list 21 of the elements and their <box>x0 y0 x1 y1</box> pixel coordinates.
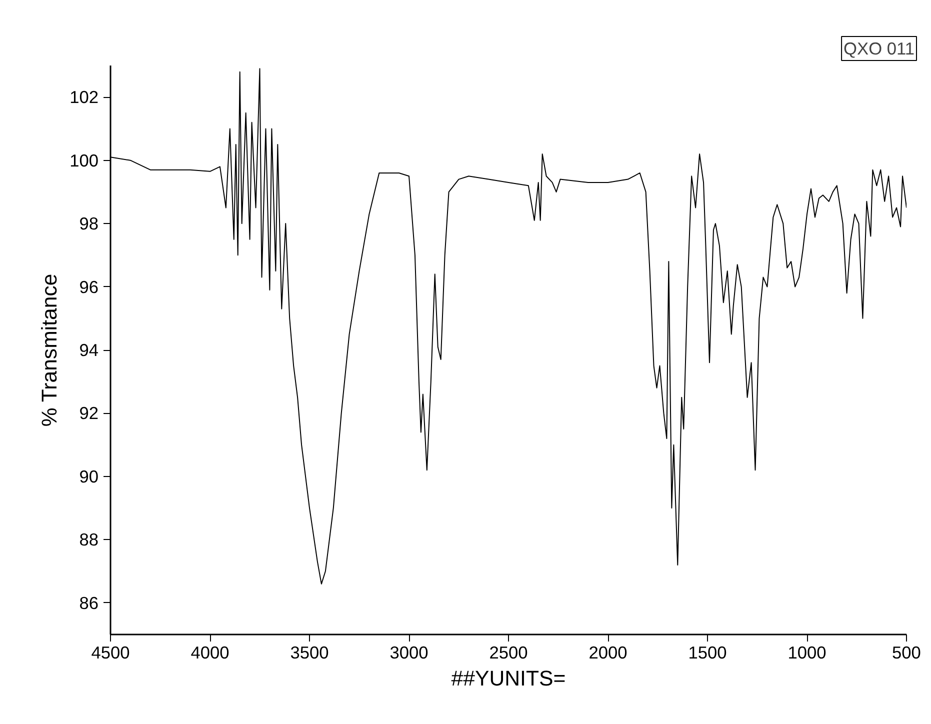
y-tick-label: 96 <box>79 276 99 297</box>
y-tick-label: 94 <box>79 340 99 360</box>
y-tick-label: 102 <box>70 87 99 108</box>
y-axis-title: % Transmitance <box>38 274 62 427</box>
x-tick-label: 1500 <box>688 642 727 662</box>
x-tick-label: 1000 <box>788 642 826 662</box>
x-tick-label: 4500 <box>91 642 130 662</box>
text: QXO 011 <box>844 38 915 58</box>
y-tick-label: 92 <box>79 403 99 424</box>
y-tick-label: 86 <box>79 592 99 613</box>
x-tick-label: 3000 <box>390 642 428 662</box>
y-tick-label: 90 <box>79 466 99 486</box>
x-tick-label: 2000 <box>588 642 628 662</box>
x-tick-label: 500 <box>892 642 921 662</box>
y-tick-label: 88 <box>79 530 99 550</box>
y-tick-label: 100 <box>70 150 99 170</box>
y-tick-label: 98 <box>79 214 99 234</box>
x-tick-label: 2500 <box>489 642 528 662</box>
x-tick-label: 4000 <box>190 642 230 662</box>
x-axis-title: ##YUNITS= <box>451 666 566 690</box>
x-tick-label: 3500 <box>290 642 329 662</box>
